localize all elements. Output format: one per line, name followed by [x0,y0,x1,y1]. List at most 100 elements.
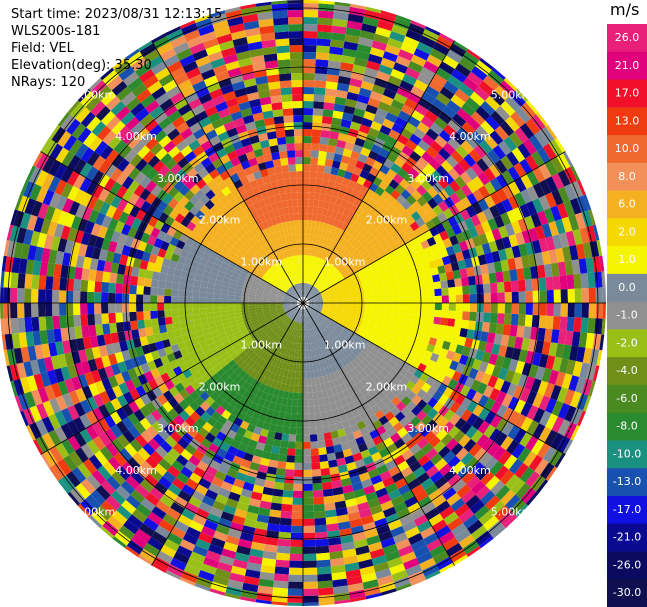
range-gate [127,413,140,426]
range-gate [371,291,379,296]
range-gate [229,134,241,144]
range-gate [490,292,498,303]
range-gate [266,408,275,417]
range-gate [199,257,208,266]
range-gate [314,294,322,299]
range-gate [539,410,552,427]
range-gate [80,399,92,414]
range-gate [130,57,148,72]
range-gate [363,110,376,121]
range-gate [326,187,334,196]
range-gate [273,580,289,589]
range-gate [353,262,361,270]
range-gate [234,312,243,318]
range-gate [385,288,393,295]
range-gate [377,314,385,321]
range-gate [335,385,343,394]
range-gate [307,378,312,386]
range-gate [284,293,292,298]
range-gate [247,504,260,515]
range-gate [483,208,494,221]
range-gate [297,399,303,407]
range-gate [283,243,289,251]
range-gate [158,476,172,490]
range-gate [518,303,526,315]
range-gate [314,80,327,89]
range-gate [447,74,463,89]
range-gate [424,163,436,175]
range-gate [274,432,283,441]
range-gate [313,290,320,296]
range-gate [316,273,322,281]
range-gate [16,227,27,244]
range-gate [314,308,322,313]
range-gate [476,312,484,322]
range-gate [110,363,121,376]
range-gate [433,316,442,325]
range-gate [403,421,415,433]
range-gate [271,314,279,319]
range-gate [3,287,11,303]
range-gate [416,437,429,450]
range-gate [315,298,323,301]
range-gate [94,212,106,226]
range-gate [88,454,103,470]
range-gate [262,304,270,308]
range-gate [328,395,336,404]
range-gate [403,36,420,49]
range-gate [387,519,403,531]
range-gate [410,539,427,552]
range-gate [383,233,393,242]
range-gate [283,305,291,308]
range-gate [109,272,118,284]
range-gate [139,113,154,127]
range-gate [351,367,360,376]
range-gate [252,243,260,252]
range-gate [506,382,518,397]
range-gate [339,247,347,255]
range-gate [213,298,221,303]
range-gate [157,348,167,358]
range-gate [216,561,233,573]
range-gate [466,475,481,490]
range-gate [380,588,397,596]
range-gate [87,303,95,315]
range-gate [194,199,205,210]
range-gate [525,291,533,303]
range-gate [259,247,267,255]
range-gate [105,149,119,164]
range-gate [265,328,273,336]
range-gate [314,293,322,298]
range-gate [195,484,209,496]
range-gate [319,259,325,267]
range-gate [85,181,98,196]
range-gate [342,548,357,558]
range-gate [214,259,223,267]
range-gate [180,327,189,336]
range-gate [242,390,251,400]
range-gate [376,70,391,82]
range-gate [303,539,316,547]
range-gate [472,235,482,248]
range-gate [141,212,153,224]
range-gate [57,458,72,476]
range-gate [342,208,351,217]
range-gate [170,163,182,175]
range-gate [561,216,573,233]
range-gate [230,234,240,243]
range-gate [245,150,256,161]
range-gate [505,95,521,112]
range-gate [48,249,58,264]
range-gate [292,294,299,300]
range-gate [324,158,334,167]
range-gate [153,263,162,273]
range-gate [438,147,451,161]
range-gate [352,452,363,462]
range-gate [139,69,155,83]
range-gate [372,355,382,364]
range-gate [166,28,184,42]
range-gate [345,98,358,108]
range-gate [94,313,103,325]
range-gate [532,407,546,424]
range-gate [378,307,386,312]
